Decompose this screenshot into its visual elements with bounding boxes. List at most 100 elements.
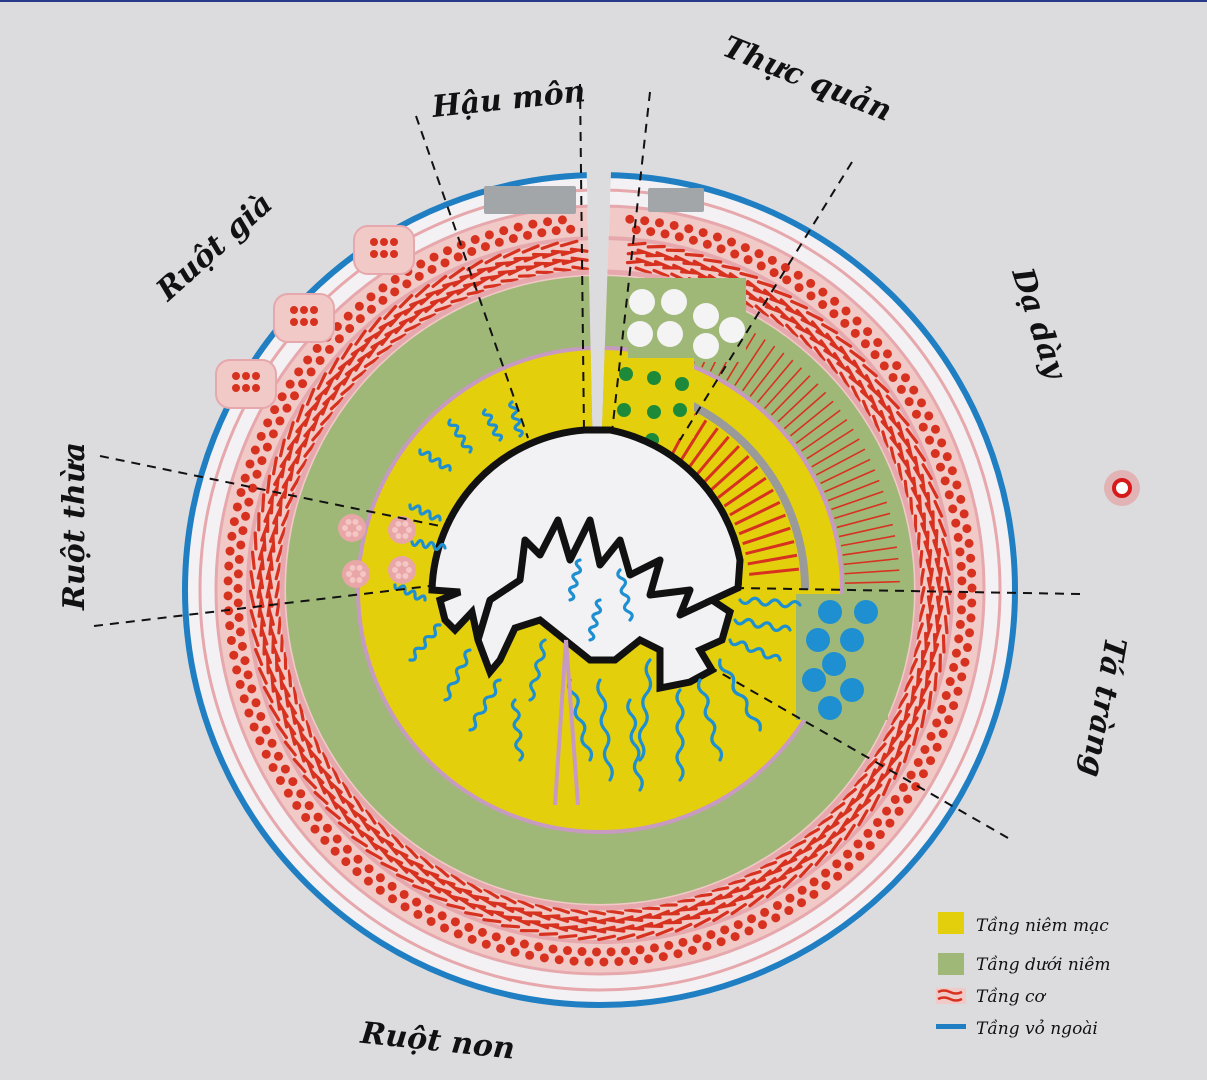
muscle-strand [912,640,922,658]
muscle-strand [756,280,776,289]
muscle-dot [400,902,410,912]
muscle-strand [370,337,387,349]
muscle-strand [248,589,256,609]
muscle-strand [304,401,319,417]
muscle-dot [285,379,295,389]
muscle-dot [464,922,474,932]
muscle-strand [785,865,803,875]
muscle-strand [731,886,750,894]
muscle-dot [964,538,974,548]
duodenum-brunner-glands [796,594,888,720]
muscle-dot [390,287,400,297]
muscle-strand [871,414,881,433]
muscle-strand [928,586,935,605]
muscle-strand [885,394,900,410]
muscle-dot [702,941,712,951]
muscle-strand [805,327,819,343]
muscle-dot [551,226,561,236]
muscle-dot [793,270,803,280]
muscle-dot [784,906,794,916]
muscle-dot [332,834,342,844]
muscle-strand [466,289,485,296]
label-ta-trang: Tá tràng [1074,635,1133,780]
oblique-hatch [770,375,811,416]
muscle-strand [393,308,412,318]
muscle-dot [782,275,792,285]
muscle-dot [900,373,910,383]
muscle-dot [920,745,930,755]
muscle-strand [918,550,924,569]
muscle-strand [500,278,519,283]
muscle-strand [911,727,920,746]
muscle-dot [528,219,538,229]
muscle-strand [727,878,746,886]
muscle-strand [636,930,655,940]
muscle-strand [795,308,810,324]
muscle-strand [295,417,309,434]
muscle-dot [235,679,245,689]
oblique-hatch [777,383,819,423]
muscle-dot [706,930,716,940]
muscle-strand [780,857,798,868]
brunner-gland [818,696,842,720]
muscle-strand [933,672,938,692]
muscle-dot [244,497,254,507]
muscle-dot [237,641,247,651]
muscle-dot [926,756,936,766]
muscle-dot [631,225,641,235]
muscle-dot [949,662,959,672]
muscle-dot [756,261,766,271]
white-gland [627,321,653,347]
muscle-dot [673,949,683,959]
muscle-dot [944,715,954,725]
muscle-strand [721,264,741,271]
muscle-dot [548,944,558,954]
muscle-dot [566,224,576,234]
muscle-strand [333,377,349,391]
muscle-strand [446,881,462,894]
muscle-dot [850,328,860,338]
muscle-strand [730,902,747,916]
muscle-strand [553,267,572,273]
muscle-strand [909,496,914,516]
muscle-dot [223,591,233,601]
muscle-dot [614,957,624,967]
muscle-dot [510,947,520,957]
oblique-hatch [844,569,900,575]
muscle-dot [797,898,807,908]
muscle-dot [937,704,947,714]
muscle-strand [853,773,868,787]
muscle-strand [920,473,926,493]
villus-capillary [528,638,547,702]
muscle-dot [232,665,242,675]
muscle-strand [365,808,377,825]
muscle-strand [765,884,782,899]
muscle-strand [935,605,944,624]
muscle-strand [398,293,414,309]
muscle-strand [570,256,589,262]
brunner-gland [802,668,826,692]
muscle-dot [275,416,285,426]
muscle-strand [624,917,644,922]
villus-capillary [468,678,502,732]
muscle-strand [810,320,825,336]
muscle-dot [513,222,523,232]
muscle-dot [282,403,292,413]
muscle-dot [818,287,828,297]
muscle-strand [933,499,944,518]
muscle-strand [735,894,754,902]
muscle-strand [385,840,399,856]
muscle-strand [881,746,895,762]
muscle-strand [429,296,448,305]
muscle-dot [956,494,966,504]
muscle-strand [399,851,414,867]
muscle-dot [640,216,650,226]
muscle-strand [775,850,793,860]
muscle-strand [606,918,625,924]
muscle-strand [881,778,892,797]
muscle-dot [821,868,831,878]
top-edge-bar [0,0,1207,2]
muscle-strand [311,426,325,442]
muscle-dot [283,788,293,798]
esophagus-grey-block [648,188,704,212]
